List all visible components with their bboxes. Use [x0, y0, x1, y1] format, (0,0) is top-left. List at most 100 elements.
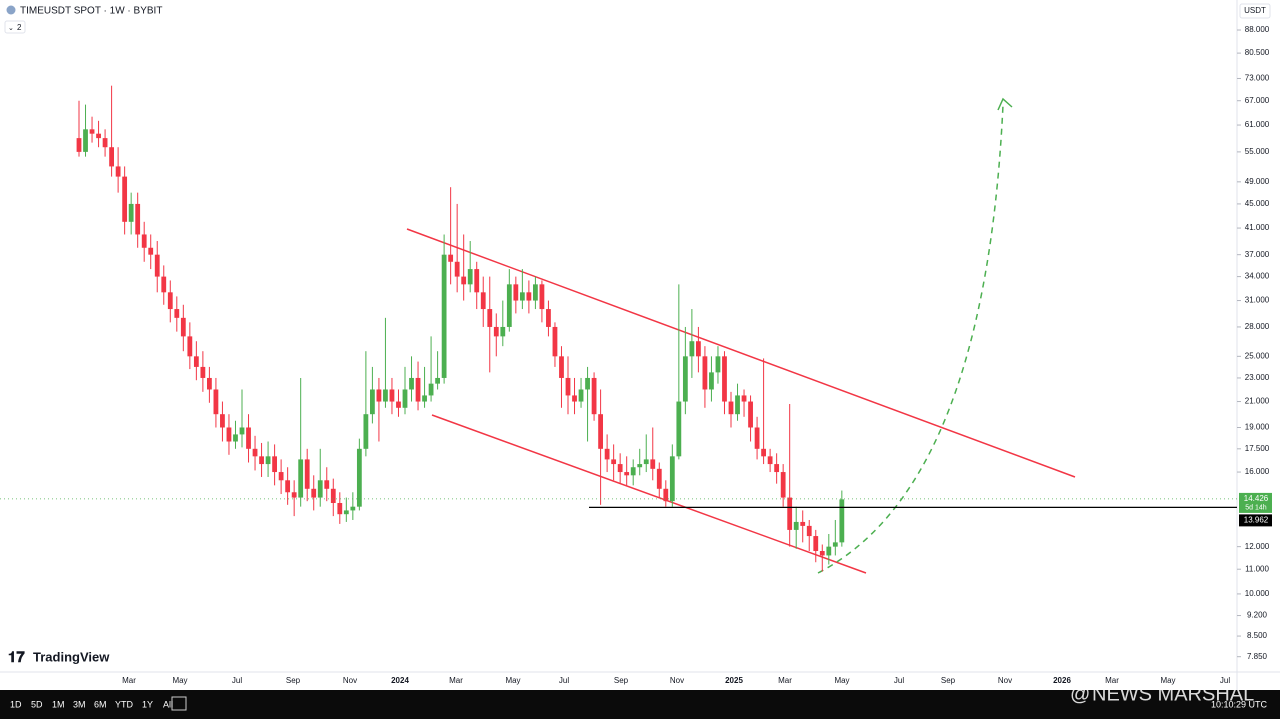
badge-text: 2: [17, 23, 22, 32]
candle-body: [102, 138, 108, 148]
candle-body: [624, 472, 630, 476]
x-tick-label: Mar: [449, 676, 463, 685]
y-tick-label: 31.000: [1245, 296, 1270, 305]
candle-body: [83, 129, 88, 152]
candle-body: [637, 464, 643, 468]
candle-body: [285, 480, 291, 493]
candle-body: [500, 326, 506, 337]
range-button[interactable]: YTD: [115, 699, 134, 709]
y-tick-label: 12.000: [1245, 542, 1270, 551]
candle-body: [187, 336, 193, 357]
candle-body: [741, 395, 747, 402]
symbol-title: TIMEUSDT SPOT · 1W · BYBIT: [20, 6, 162, 17]
projection: [817, 104, 1004, 574]
last-price-label: 14.426: [1244, 494, 1269, 503]
y-tick-label: 23.000: [1245, 373, 1270, 382]
candle-body: [559, 356, 564, 378]
candle-body: [591, 377, 597, 415]
x-tick-label: 2026: [1053, 676, 1071, 685]
candle-body: [96, 133, 101, 139]
chevron: ⌄: [8, 25, 14, 32]
y-tick-label: 88.000: [1245, 25, 1270, 34]
y-tick-label: 45.000: [1245, 199, 1270, 208]
candle-body: [467, 269, 473, 285]
candle-body: [774, 464, 780, 473]
y-tick-label: 73.000: [1245, 74, 1270, 83]
x-tick-label: Jul: [559, 676, 569, 685]
candle-body: [748, 401, 753, 428]
candle-body: [180, 317, 186, 337]
candle-body: [454, 261, 460, 277]
candle-body: [832, 542, 838, 547]
y-tick-label: 11.000: [1245, 564, 1269, 573]
candle-body: [278, 472, 284, 481]
candle-body: [409, 377, 414, 390]
candle-body: [767, 456, 773, 465]
candle-body: [213, 389, 219, 415]
candle-body: [363, 414, 369, 449]
range-button[interactable]: 1M: [52, 699, 65, 709]
y-tick-label: 19.000: [1245, 423, 1270, 432]
range-button[interactable]: 5D: [31, 699, 43, 709]
candle-body: [422, 395, 427, 402]
candle-body: [735, 395, 740, 415]
range-button[interactable]: 1Y: [142, 699, 153, 709]
candle-body: [161, 276, 167, 293]
candle-body: [350, 506, 356, 511]
candle-body: [200, 366, 206, 378]
x-tick-label: May: [834, 676, 849, 685]
last-price-box: [1239, 492, 1272, 513]
range-button[interactable]: All: [163, 699, 173, 709]
candle-body: [787, 497, 793, 530]
x-tick-label: Nov: [343, 676, 357, 685]
x-tick-label: Sep: [286, 676, 301, 685]
candle-body: [682, 356, 688, 402]
countdown: 5d 14h: [1245, 505, 1267, 512]
candle-body: [246, 427, 251, 449]
candle-body: [135, 203, 141, 235]
candle-body: [396, 401, 401, 408]
badge[interactable]: [4, 20, 26, 34]
candle-body: [611, 459, 617, 465]
y-tick-label: 37.000: [1245, 250, 1270, 259]
currency-box[interactable]: [1239, 3, 1271, 19]
y-tick-label: 61.000: [1245, 120, 1270, 129]
candle-body: [480, 292, 486, 310]
candle-body: [533, 284, 538, 301]
y-tick-label: 49.000: [1245, 177, 1270, 186]
brand: TradingView: [33, 649, 110, 664]
candle-body: [207, 377, 212, 390]
candle-body: [552, 326, 558, 357]
candle-body: [402, 389, 408, 408]
candle-body: [448, 254, 454, 262]
y-tick-label: 55.000: [1245, 147, 1270, 156]
candle-body: [754, 427, 760, 449]
x-tick-label: Mar: [1105, 676, 1119, 685]
candle-body: [252, 448, 258, 457]
candle-body: [722, 356, 727, 402]
y-tick-label: 17.500: [1245, 444, 1270, 453]
range-button[interactable]: 1D: [10, 699, 22, 709]
range-button[interactable]: 6M: [94, 699, 107, 709]
x-tick-label: Jul: [1220, 676, 1230, 685]
x-tick-label: 2024: [391, 676, 409, 685]
candle-body: [272, 456, 277, 473]
candle-body: [487, 309, 493, 327]
range-button[interactable]: 3M: [73, 699, 86, 709]
candle-body: [141, 234, 147, 248]
candle-body: [728, 401, 734, 415]
candle-body: [389, 389, 395, 402]
currency: USDT: [1244, 6, 1266, 15]
x-tick-label: Nov: [998, 676, 1012, 685]
channel-lower: [431, 414, 867, 574]
x-tick-label: Jul: [894, 676, 904, 685]
candle-body: [239, 427, 245, 435]
x-tick-label: Jul: [232, 676, 242, 685]
candle-body: [193, 356, 199, 367]
candle-body: [115, 166, 121, 177]
candle-body: [826, 546, 832, 556]
date-range-button[interactable]: [171, 696, 187, 711]
candle-body: [689, 341, 695, 357]
